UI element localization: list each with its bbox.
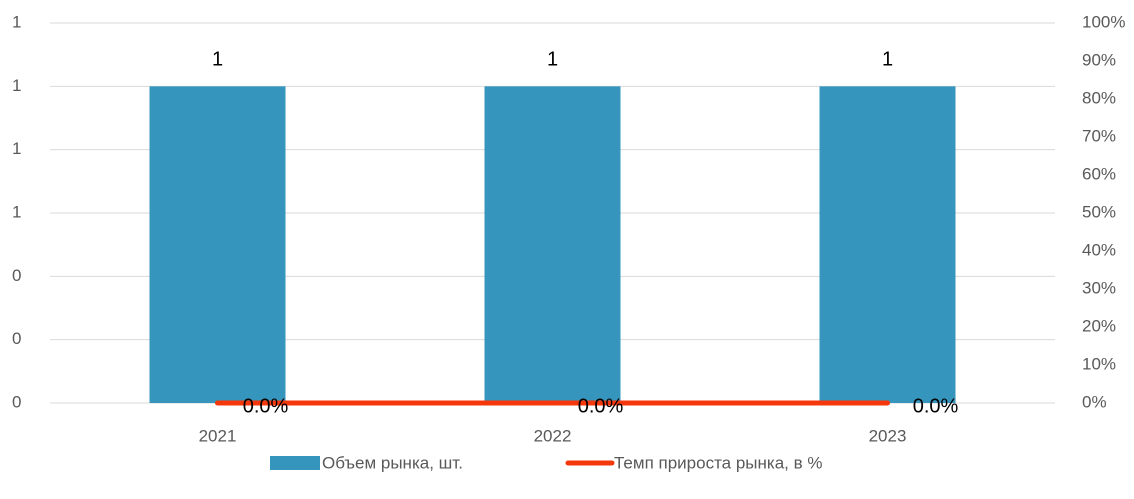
y-tick-label: 1 <box>12 76 21 95</box>
bar <box>819 86 956 403</box>
y2-tick-label: 20% <box>1082 316 1116 335</box>
y-tick-label: 1 <box>12 202 21 221</box>
y2-tick-label: 100% <box>1082 12 1125 31</box>
y2-tick-label: 40% <box>1082 240 1116 259</box>
legend-label: Объем рынка, шт. <box>322 453 463 472</box>
y2-tick-label: 60% <box>1082 164 1116 183</box>
legend-label: Темп прироста рынка, в % <box>614 453 822 472</box>
bar <box>149 86 286 403</box>
y-tick-label: 0 <box>12 392 21 411</box>
y2-tick-label: 0% <box>1082 392 1107 411</box>
y2-tick-label: 10% <box>1082 354 1116 373</box>
x-tick-label: 2023 <box>869 426 907 445</box>
y2-tick-label: 90% <box>1082 50 1116 69</box>
data-label: 0.0% <box>913 395 959 417</box>
data-label: 1 <box>212 49 223 71</box>
x-tick-label: 2022 <box>534 426 572 445</box>
y2-tick-label: 30% <box>1082 278 1116 297</box>
data-label: 0.0% <box>578 395 624 417</box>
bar <box>484 86 621 403</box>
data-label: 1 <box>882 49 893 71</box>
y2-tick-label: 80% <box>1082 88 1116 107</box>
y2-tick-label: 50% <box>1082 202 1116 221</box>
legend-swatch <box>270 456 320 470</box>
y-tick-label: 0 <box>12 329 21 348</box>
y2-tick-label: 70% <box>1082 126 1116 145</box>
y-tick-label: 1 <box>12 12 21 31</box>
data-label: 1 <box>547 49 558 71</box>
data-label: 0.0% <box>243 395 289 417</box>
y-tick-label: 0 <box>12 266 21 285</box>
y-tick-label: 1 <box>12 139 21 158</box>
x-tick-label: 2021 <box>199 426 237 445</box>
